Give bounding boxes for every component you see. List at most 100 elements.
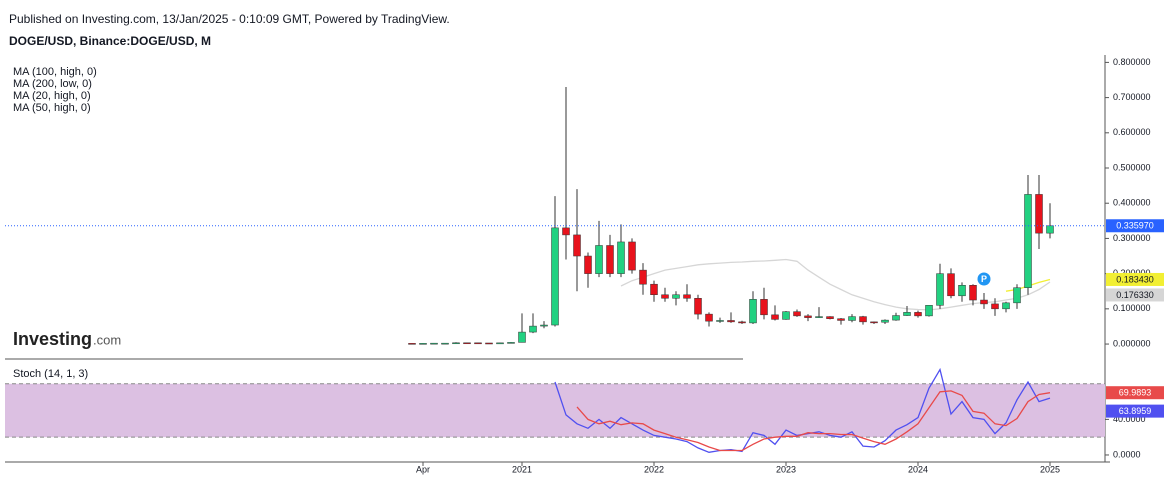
last-value-label: 0.335970 [1116, 221, 1154, 231]
y-tick-label: 0.500000 [1113, 162, 1151, 172]
candle-body [408, 343, 416, 345]
series-line [620, 258, 1051, 311]
candle-body [485, 342, 493, 345]
candle-body [606, 245, 614, 274]
candle-body [705, 313, 713, 322]
candle-body [463, 342, 471, 345]
candle-body [892, 315, 900, 321]
candle-body [639, 269, 647, 285]
candle-body [1046, 225, 1054, 234]
candle-body [793, 311, 801, 317]
y-tick-label: 0.300000 [1113, 233, 1151, 243]
x-tick-label: 2022 [644, 464, 664, 474]
legend-entry: MA (20, high, 0) [13, 90, 91, 102]
candle-body [815, 316, 823, 318]
y-tick-label: 0.0000 [1113, 449, 1141, 459]
y-tick-label: 0.700000 [1113, 92, 1151, 102]
last-value-box [1106, 404, 1164, 418]
candle-body [947, 273, 955, 297]
x-tick-label: 2023 [776, 464, 796, 474]
x-tick-label: 2025 [1040, 464, 1060, 474]
candle-body [716, 320, 724, 322]
candle-body [969, 285, 977, 301]
x-tick-label: 2021 [512, 464, 532, 474]
candle-body [430, 342, 438, 345]
series-line [576, 390, 1051, 452]
candle-body [991, 303, 999, 310]
candle-body [782, 311, 790, 320]
candle-body [958, 285, 966, 297]
x-tick-label: Apr [416, 464, 430, 474]
last-value-box [1106, 272, 1164, 286]
candle-body [881, 319, 889, 323]
candle-body [1035, 194, 1043, 234]
candle-body [628, 241, 636, 271]
candle-body [837, 318, 845, 321]
legend-entry: MA (50, high, 0) [13, 102, 91, 114]
candle-body [529, 325, 537, 333]
last-value-label: 63.8959 [1119, 406, 1152, 416]
last-value-label: 69.9893 [1119, 388, 1152, 398]
candle-body [617, 241, 625, 274]
last-value-box [1106, 288, 1164, 302]
last-value-box [1106, 386, 1164, 400]
candle-body [914, 312, 922, 317]
y-tick-label: 0.000000 [1113, 338, 1151, 348]
candle-body [518, 331, 526, 343]
candle-body [496, 342, 504, 345]
stoch-band [5, 383, 1105, 438]
last-value-label: 0.176330 [1116, 290, 1154, 300]
candle-body [1002, 302, 1010, 310]
candle-body [540, 324, 548, 327]
candle-body [980, 299, 988, 305]
y-tick-label: 0.600000 [1113, 127, 1151, 137]
y-tick-label: 0.400000 [1113, 198, 1151, 208]
last-value-box [1106, 219, 1164, 233]
annotation-marker [977, 272, 991, 286]
candle-body [683, 294, 691, 299]
candle-body [573, 234, 581, 257]
candle-body [474, 342, 482, 345]
candle-body [562, 227, 570, 236]
candle-body [848, 316, 856, 321]
candle-body [1024, 194, 1032, 288]
candle-body [551, 227, 559, 326]
candle-body [804, 315, 812, 318]
candle-body [584, 255, 592, 274]
candle-body [771, 314, 779, 320]
candle-body [826, 316, 834, 319]
legend-entry: MA (200, low, 0) [13, 78, 92, 90]
candle-body [749, 299, 757, 324]
candle-body [595, 245, 603, 274]
legend-entry: MA (100, high, 0) [13, 66, 97, 78]
y-tick-label: 0.100000 [1113, 303, 1151, 313]
y-tick-label: 0.800000 [1113, 57, 1151, 67]
candle-body [870, 321, 878, 324]
x-tick-label: 2024 [908, 464, 928, 474]
candle-body [441, 342, 449, 345]
candle-body [760, 299, 768, 316]
candle-body [694, 298, 702, 315]
candle-body [903, 312, 911, 316]
candle-body [650, 283, 658, 296]
logo: Investing [13, 329, 92, 349]
candle-body [727, 320, 735, 323]
logo-suffix: .com [93, 332, 121, 347]
y-tick-label: 40.0000 [1113, 414, 1146, 424]
candle-body [452, 342, 460, 345]
candle-body [925, 305, 933, 317]
last-value-label: 0.183430 [1116, 274, 1154, 284]
published-note: Published on Investing.com, 13/Jan/2025 … [9, 12, 450, 26]
candle-body [738, 321, 746, 324]
candle-body [859, 316, 867, 323]
annotation-label: P [981, 274, 987, 284]
candle-body [672, 294, 680, 299]
candle-body [419, 343, 427, 345]
stoch-title: Stoch (14, 1, 3) [13, 368, 88, 380]
chart-title: DOGE/USD, Binance:DOGE/USD, M [9, 34, 211, 48]
candle-body [936, 273, 944, 306]
candle-body [507, 342, 515, 344]
candle-body [1013, 287, 1021, 304]
candle-body [661, 294, 669, 299]
